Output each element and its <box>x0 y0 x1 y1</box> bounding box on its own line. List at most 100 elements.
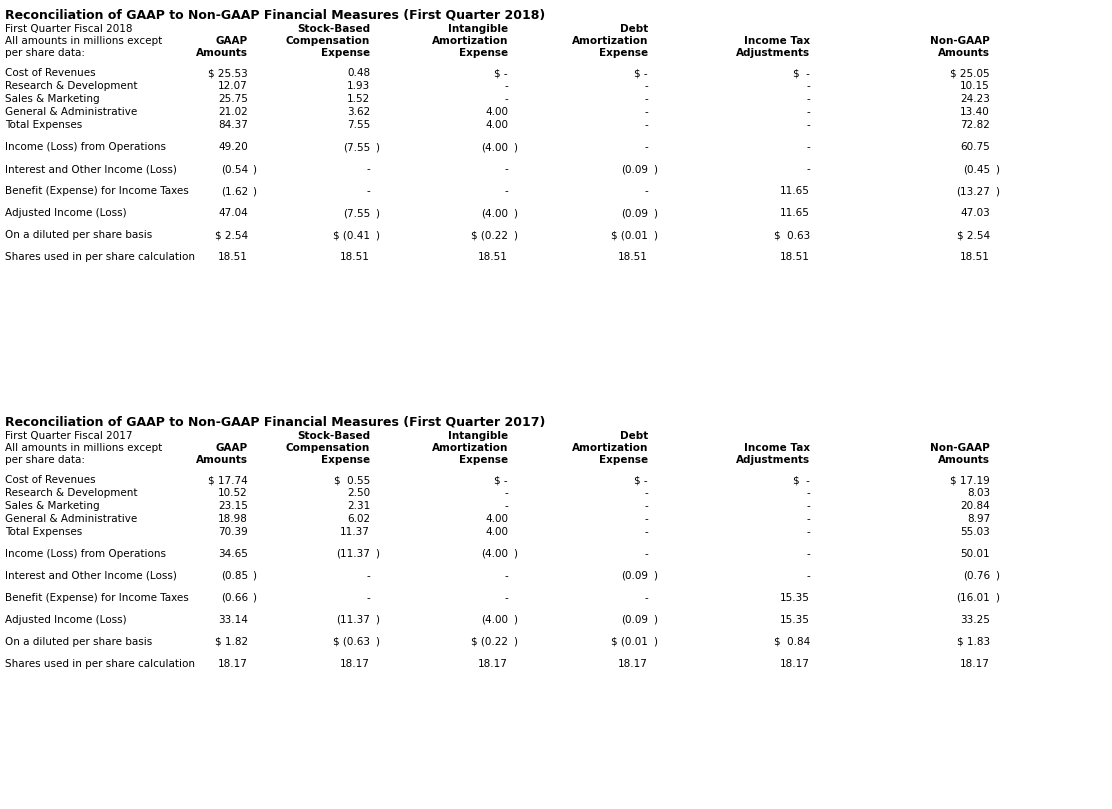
Text: -: - <box>644 186 648 196</box>
Text: (0.85: (0.85 <box>221 571 248 581</box>
Text: -: - <box>806 488 810 498</box>
Text: Non-GAAP: Non-GAAP <box>931 36 990 46</box>
Text: 6.02: 6.02 <box>347 514 370 524</box>
Text: Intangible: Intangible <box>448 24 508 34</box>
Text: (0.09: (0.09 <box>620 208 648 218</box>
Text: ): ) <box>995 164 999 174</box>
Text: 20.84: 20.84 <box>961 501 990 511</box>
Text: (0.66: (0.66 <box>221 593 248 603</box>
Text: $  -: $ - <box>793 68 810 78</box>
Text: -: - <box>806 107 810 117</box>
Text: 15.35: 15.35 <box>781 593 810 603</box>
Text: 18.17: 18.17 <box>960 659 990 669</box>
Text: 1.93: 1.93 <box>347 81 370 91</box>
Text: Research & Development: Research & Development <box>4 488 138 498</box>
Text: Benefit (Expense) for Income Taxes: Benefit (Expense) for Income Taxes <box>4 186 189 196</box>
Text: Amortization: Amortization <box>572 36 648 46</box>
Text: ): ) <box>653 230 657 240</box>
Text: (4.00: (4.00 <box>481 615 508 625</box>
Text: ): ) <box>375 549 379 559</box>
Text: -: - <box>806 501 810 511</box>
Text: ): ) <box>513 208 517 218</box>
Text: GAAP: GAAP <box>216 443 248 453</box>
Text: -: - <box>504 94 508 104</box>
Text: 18.51: 18.51 <box>340 252 370 262</box>
Text: $ 17.19: $ 17.19 <box>951 475 990 485</box>
Text: $ (0.63: $ (0.63 <box>332 637 370 647</box>
Text: $ (0.01: $ (0.01 <box>612 230 648 240</box>
Text: ): ) <box>653 571 657 581</box>
Text: Non-GAAP: Non-GAAP <box>931 443 990 453</box>
Text: (16.01: (16.01 <box>956 593 990 603</box>
Text: Interest and Other Income (Loss): Interest and Other Income (Loss) <box>4 164 177 174</box>
Text: -: - <box>644 527 648 537</box>
Text: 18.17: 18.17 <box>781 659 810 669</box>
Text: General & Administrative: General & Administrative <box>4 514 137 524</box>
Text: $ 25.05: $ 25.05 <box>951 68 990 78</box>
Text: ): ) <box>375 615 379 625</box>
Text: ): ) <box>252 186 256 196</box>
Text: $ (0.01: $ (0.01 <box>612 637 648 647</box>
Text: Adjustments: Adjustments <box>736 48 810 58</box>
Text: -: - <box>806 164 810 174</box>
Text: -: - <box>806 94 810 104</box>
Text: 18.51: 18.51 <box>618 252 648 262</box>
Text: (7.55: (7.55 <box>342 208 370 218</box>
Text: 4.00: 4.00 <box>485 120 508 130</box>
Text: GAAP: GAAP <box>216 36 248 46</box>
Text: Cost of Revenues: Cost of Revenues <box>4 475 96 485</box>
Text: Compensation: Compensation <box>286 36 370 46</box>
Text: Amounts: Amounts <box>196 455 248 465</box>
Text: 18.51: 18.51 <box>960 252 990 262</box>
Text: 21.02: 21.02 <box>218 107 248 117</box>
Text: (4.00: (4.00 <box>481 549 508 559</box>
Text: -: - <box>504 186 508 196</box>
Text: 47.04: 47.04 <box>218 208 248 218</box>
Text: -: - <box>644 549 648 559</box>
Text: -: - <box>806 142 810 152</box>
Text: (4.00: (4.00 <box>481 142 508 152</box>
Text: ): ) <box>653 208 657 218</box>
Text: 18.51: 18.51 <box>218 252 248 262</box>
Text: All amounts in millions except: All amounts in millions except <box>4 36 162 46</box>
Text: 2.50: 2.50 <box>347 488 370 498</box>
Text: -: - <box>366 164 370 174</box>
Text: (13.27: (13.27 <box>956 186 990 196</box>
Text: $ -: $ - <box>634 68 648 78</box>
Text: 25.75: 25.75 <box>218 94 248 104</box>
Text: ): ) <box>252 593 256 603</box>
Text: Amounts: Amounts <box>939 48 990 58</box>
Text: (0.09: (0.09 <box>620 615 648 625</box>
Text: $ 25.53: $ 25.53 <box>208 68 248 78</box>
Text: Debt: Debt <box>619 431 648 441</box>
Text: ): ) <box>995 593 999 603</box>
Text: 49.20: 49.20 <box>218 142 248 152</box>
Text: ): ) <box>513 637 517 647</box>
Text: -: - <box>366 186 370 196</box>
Text: 8.03: 8.03 <box>966 488 990 498</box>
Text: $ 1.83: $ 1.83 <box>956 637 990 647</box>
Text: (0.54: (0.54 <box>221 164 248 174</box>
Text: ): ) <box>375 208 379 218</box>
Text: -: - <box>644 81 648 91</box>
Text: 84.37: 84.37 <box>218 120 248 130</box>
Text: 8.97: 8.97 <box>966 514 990 524</box>
Text: -: - <box>504 164 508 174</box>
Text: ): ) <box>375 230 379 240</box>
Text: Stock-Based: Stock-Based <box>297 24 370 34</box>
Text: 10.15: 10.15 <box>961 81 990 91</box>
Text: (0.76: (0.76 <box>963 571 990 581</box>
Text: Research & Development: Research & Development <box>4 81 138 91</box>
Text: -: - <box>644 107 648 117</box>
Text: 18.17: 18.17 <box>478 659 508 669</box>
Text: ): ) <box>653 615 657 625</box>
Text: 18.17: 18.17 <box>218 659 248 669</box>
Text: $ (0.22: $ (0.22 <box>471 637 508 647</box>
Text: ): ) <box>375 637 379 647</box>
Text: $ -: $ - <box>495 68 508 78</box>
Text: Interest and Other Income (Loss): Interest and Other Income (Loss) <box>4 571 177 581</box>
Text: (0.09: (0.09 <box>620 571 648 581</box>
Text: $  0.55: $ 0.55 <box>334 475 370 485</box>
Text: $ 2.54: $ 2.54 <box>215 230 248 240</box>
Text: (0.45: (0.45 <box>963 164 990 174</box>
